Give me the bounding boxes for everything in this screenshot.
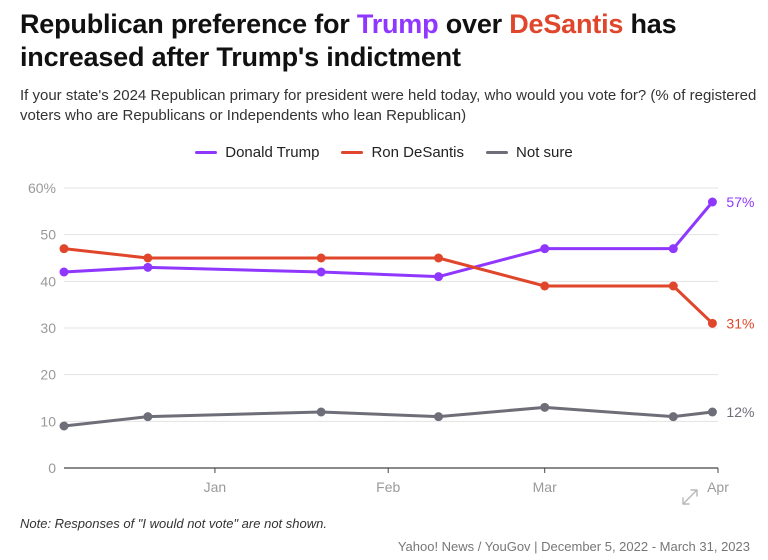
title-desantis: DeSantis	[509, 9, 624, 39]
x-tick-label: Feb	[376, 479, 400, 495]
y-tick-label: 10	[40, 413, 56, 429]
data-point-desantis	[316, 253, 326, 263]
legend-item-desantis: Ron DeSantis	[341, 144, 464, 161]
x-tick-label: Jan	[204, 479, 227, 495]
axis-layer: 0 10 20 30 40 50 60% Jan Feb Mar Apr	[28, 180, 729, 495]
data-point-trump	[707, 197, 717, 207]
y-tick-label: 40	[40, 273, 56, 289]
data-point-trump	[668, 244, 678, 254]
series-line-trump	[62, 200, 714, 279]
legend-item-trump: Donald Trump	[195, 144, 319, 161]
title-trump: Trump	[356, 9, 439, 39]
data-point-not-sure	[143, 412, 153, 422]
grid-layer	[64, 187, 718, 469]
legend-swatch-trump	[195, 151, 218, 154]
data-point-not-sure	[707, 407, 717, 417]
data-point-desantis	[59, 244, 69, 254]
legend-label-trump: Donald Trump	[225, 144, 320, 161]
data-point-trump	[143, 262, 153, 272]
data-point-trump	[434, 272, 444, 282]
end-label-not-sure: 12%	[726, 404, 754, 420]
title-part-2: over	[438, 9, 510, 39]
chart-subtitle: If your state's 2024 Republican primary …	[20, 87, 757, 124]
chart-note: Note: Responses of "I would not vote" ar…	[20, 516, 327, 531]
data-point-desantis	[540, 281, 550, 291]
chart-legend: Donald Trump Ron DeSantis Not sure	[0, 144, 768, 161]
y-tick-label: 50	[40, 227, 56, 243]
data-point-trump	[316, 267, 326, 277]
series-line-not-sure	[62, 405, 714, 428]
y-tick-label: 20	[40, 367, 56, 383]
data-point-not-sure	[668, 412, 678, 422]
y-tick-label: 30	[40, 320, 56, 336]
line-chart: 0 10 20 30 40 50 60% Jan Feb Mar Apr 57% 31% 12%	[28, 180, 754, 495]
y-tick-label: 60%	[28, 180, 56, 196]
end-label-trump: 57%	[726, 194, 754, 210]
data-point-trump	[59, 267, 69, 277]
data-point-not-sure	[434, 412, 444, 422]
y-tick-label: 0	[48, 460, 56, 476]
chart-title: Republican preference for Trump over DeS…	[20, 8, 760, 74]
series-layer	[59, 197, 717, 431]
data-point-trump	[540, 244, 550, 254]
end-label-desantis: 31%	[726, 315, 754, 331]
title-part-1: Republican preference for	[20, 9, 357, 39]
data-point-desantis	[143, 253, 153, 263]
data-point-not-sure	[540, 402, 550, 412]
label-layer: 57% 31% 12%	[726, 194, 754, 420]
legend-label-not-sure: Not sure	[516, 144, 573, 161]
data-point-not-sure	[316, 407, 326, 417]
data-point-desantis	[434, 253, 444, 263]
legend-label-desantis: Ron DeSantis	[371, 144, 465, 161]
chart-source: Yahoo! News / YouGov | December 5, 2022 …	[397, 539, 750, 554]
data-point-not-sure	[59, 421, 69, 431]
legend-swatch-desantis	[341, 151, 364, 154]
data-point-desantis	[668, 281, 678, 291]
data-point-desantis	[707, 318, 717, 328]
series-line-desantis	[62, 247, 714, 325]
expand-arrow-icon[interactable]	[681, 488, 699, 506]
title-part-3: has increased after Trump's indictment	[20, 9, 677, 72]
legend-item-not-sure: Not sure	[486, 144, 573, 161]
x-tick-label: Mar	[533, 479, 557, 495]
x-tick-label: Apr	[707, 479, 729, 495]
legend-swatch-not-sure	[486, 151, 509, 154]
